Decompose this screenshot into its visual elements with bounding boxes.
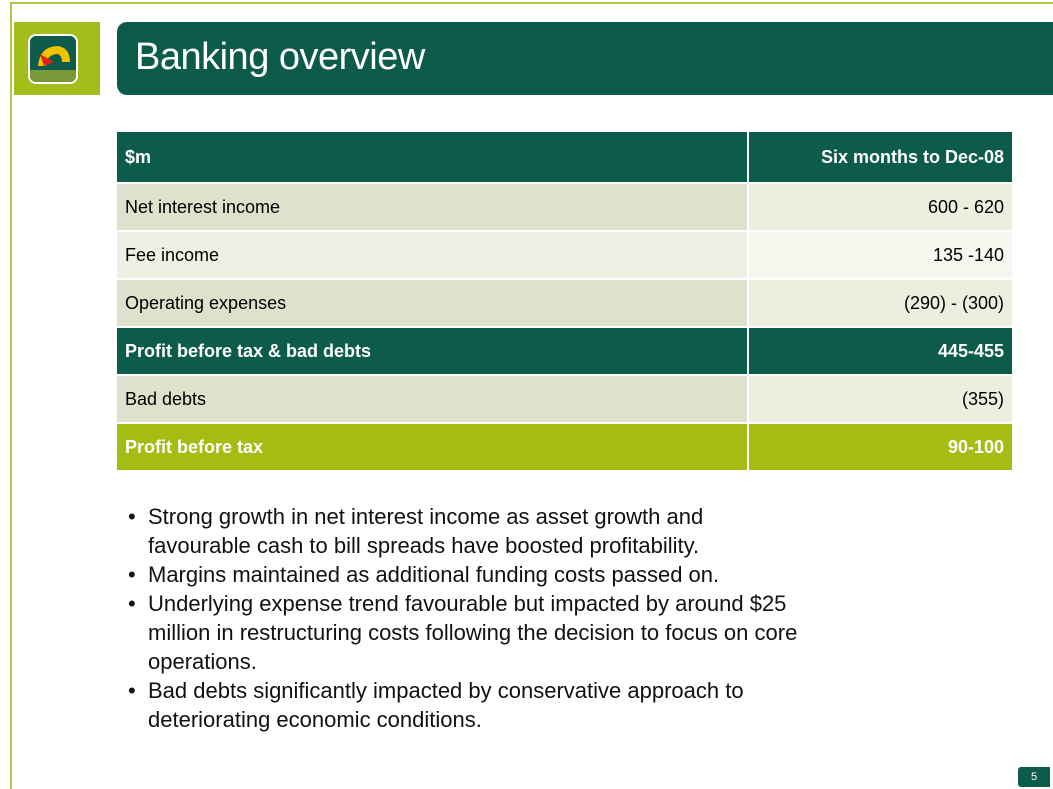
table-row: Fee income 135 -140 — [117, 232, 1012, 278]
table-cell: (290) - (300) — [749, 280, 1012, 326]
logo — [14, 22, 100, 95]
table-header: $m Six months to Dec-08 — [117, 132, 1012, 182]
table-row: Operating expenses (290) - (300) — [117, 280, 1012, 326]
frame-line — [10, 2, 1053, 4]
table-cell: 135 -140 — [749, 232, 1012, 278]
table-cell: Bad debts — [117, 376, 749, 422]
table-row: Bad debts (355) — [117, 376, 1012, 422]
logo-icon — [28, 34, 78, 84]
page-number: 5 — [1018, 767, 1050, 787]
table-cell: Net interest income — [117, 184, 749, 230]
table-cell: Fee income — [117, 232, 749, 278]
table-row: Profit before tax 90-100 — [117, 424, 1012, 470]
table-cell: 600 - 620 — [749, 184, 1012, 230]
bullet-item: Underlying expense trend favourable but … — [128, 589, 808, 676]
slide-title: Banking overview — [135, 36, 425, 78]
logo-band — [30, 70, 76, 82]
table-cell: Profit before tax — [117, 424, 749, 470]
table-row: Profit before tax & bad debts 445-455 — [117, 328, 1012, 374]
bullet-item: Strong growth in net interest income as … — [128, 502, 808, 560]
title-bar: Banking overview — [117, 22, 1053, 95]
table-cell: (355) — [749, 376, 1012, 422]
bullet-item: Bad debts significantly impacted by cons… — [128, 676, 808, 734]
header-cell: $m — [117, 132, 749, 182]
table-row: Net interest income 600 - 620 — [117, 184, 1012, 230]
logo-wedge — [40, 54, 54, 66]
table-cell: Profit before tax & bad debts — [117, 328, 749, 374]
bullet-item: Margins maintained as additional funding… — [128, 560, 808, 589]
table-body: Net interest income 600 - 620 Fee income 13… — [117, 184, 1012, 470]
table-cell: 445-455 — [749, 328, 1012, 374]
table-cell: Operating expenses — [117, 280, 749, 326]
table-cell: 90-100 — [749, 424, 1012, 470]
bullet-list: Strong growth in net interest income as … — [128, 502, 808, 734]
logo-art — [30, 46, 76, 82]
frame-line — [10, 2, 12, 789]
header-cell: Six months to Dec-08 — [749, 132, 1012, 182]
financial-table: $m Six months to Dec-08 Net interest inc… — [117, 130, 1012, 472]
